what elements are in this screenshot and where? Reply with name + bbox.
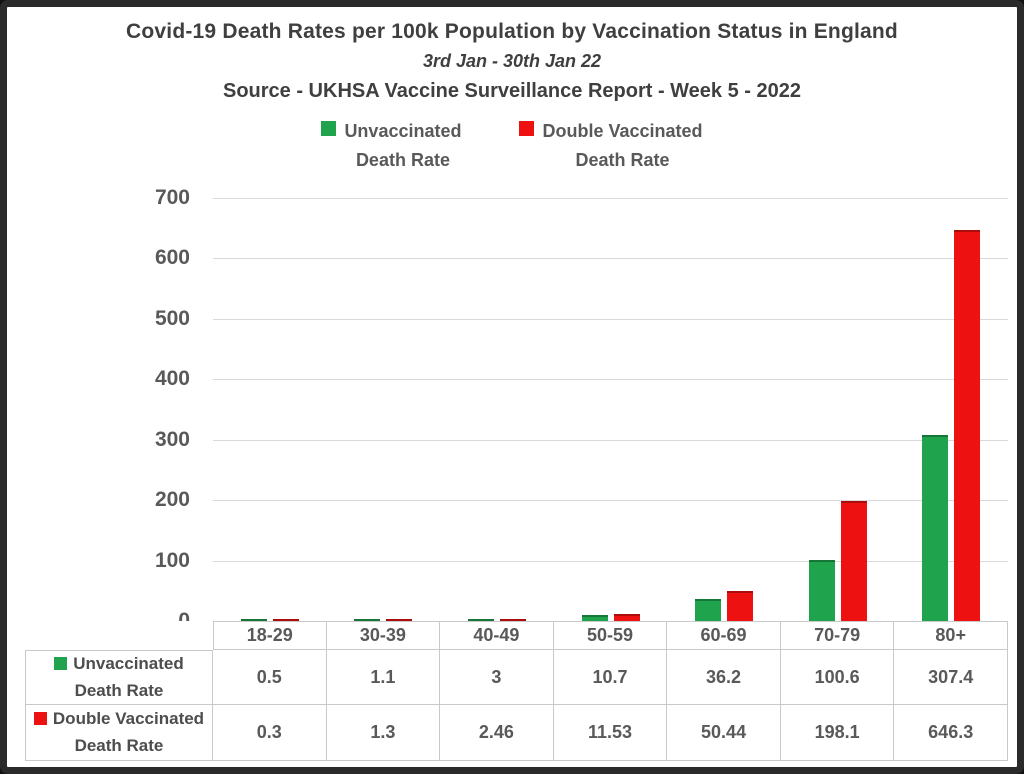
y-tick-label: 700 [154, 186, 190, 209]
legend-label-line: Double Vaccinated [542, 121, 703, 141]
bar-double-vaccinated-death-rate-18-29 [272, 618, 299, 621]
plot-area [213, 198, 1008, 621]
legend-label-line: Unvaccinated [344, 121, 462, 141]
table-value-double-vaccinated-death-rate-18-29: 0.3 [213, 705, 327, 761]
bar-unvaccinated-death-rate-50-59 [581, 614, 608, 621]
x-axis-label-30-39: 30-39 [326, 621, 441, 650]
table-row-label-line1: Unvaccinated [54, 651, 184, 677]
chart-subtitle-dates: 3rd Jan - 30th Jan 22 [422, 51, 602, 71]
x-axis-label-18-29: 18-29 [213, 621, 327, 650]
data-table: 18-29 30-39 40-49 50-59 60-69 70-79 80+ Unvacci… [25, 621, 1008, 761]
bar-unvaccinated-death-rate-60-69 [695, 599, 722, 621]
y-tick-label: 100 [154, 548, 190, 572]
table-corner-cell [25, 621, 213, 650]
x-axis-label-60-69: 60-69 [667, 621, 781, 650]
table-value-unvaccinated-death-rate-80: 307.4 [894, 650, 1008, 705]
table-value-unvaccinated-death-rate-70-79: 100.6 [780, 650, 895, 705]
table-row-label-line1: Double Vaccinated [33, 706, 204, 732]
gridline [213, 198, 1008, 199]
legend-label: Unvaccinated Death Rate [344, 117, 461, 175]
legend-item-double-vaccinated-death-rate: Double Vaccinated Death Rate [519, 117, 703, 175]
table-value-unvaccinated-death-rate-40-49: 3 [440, 650, 554, 705]
table-value-double-vaccinated-death-rate-60-69: 50.44 [667, 705, 781, 761]
y-tick-label: 600 [154, 246, 190, 270]
legend-swatch-icon [321, 121, 337, 136]
table-row-label-unvaccinated-death-rate: Unvaccinated Death Rate [25, 650, 213, 705]
bar-double-vaccinated-death-rate-50-59 [613, 614, 640, 621]
bar-unvaccinated-death-rate-70-79 [808, 560, 835, 621]
y-tick-label: 400 [154, 367, 190, 391]
bar-unvaccinated-death-rate-40-49 [467, 618, 494, 621]
gridline [213, 439, 1008, 441]
chart-legend: Unvaccinated Death Rate Double Vaccinated D… [7, 117, 1017, 175]
bar-double-vaccinated-death-rate-70-79 [840, 501, 867, 621]
legend-label: Double Vaccinated Death Rate [542, 117, 702, 175]
table-row-label-line2: Death Rate [74, 735, 164, 755]
x-axis-label-50-59: 50-59 [553, 621, 668, 650]
bar-double-vaccinated-death-rate-60-69 [727, 590, 754, 621]
table-value-unvaccinated-death-rate-50-59: 10.7 [553, 650, 668, 705]
x-axis-label-40-49: 40-49 [440, 621, 554, 650]
chart-title: Covid-19 Death Rates per 100k Population… [126, 20, 898, 43]
gridline [213, 258, 1008, 260]
table-row-label-text: Double Vaccinated Death Rate [33, 706, 204, 759]
bar-unvaccinated-death-rate-30-39 [354, 618, 381, 621]
table-row-label-text: Unvaccinated Death Rate [54, 651, 184, 704]
y-tick-label: 500 [154, 306, 190, 330]
series-key-icon [54, 657, 68, 671]
table-value-unvaccinated-death-rate-30-39: 1.1 [326, 650, 441, 705]
legend-label-line: Death Rate [575, 149, 670, 170]
table-row-label-line2: Death Rate [74, 680, 164, 700]
table-value-double-vaccinated-death-rate-40-49: 2.46 [440, 705, 554, 761]
gridline [213, 379, 1008, 381]
y-tick-label: 200 [154, 488, 190, 512]
y-tick-label: 0 [128, 608, 190, 634]
x-axis-label-80: 80+ [894, 621, 1008, 650]
table-value-double-vaccinated-death-rate-80: 646.3 [894, 705, 1008, 761]
bar-double-vaccinated-death-rate-80 [954, 230, 981, 621]
bar-double-vaccinated-death-rate-30-39 [386, 618, 413, 621]
series-key-icon [33, 712, 47, 726]
x-axis-label-70-79: 70-79 [780, 621, 895, 650]
gridline [213, 500, 1008, 502]
table-value-double-vaccinated-death-rate-50-59: 11.53 [553, 705, 668, 761]
legend-swatch-icon [519, 121, 535, 136]
gridline [213, 560, 1008, 562]
table-value-double-vaccinated-death-rate-30-39: 1.3 [326, 705, 441, 761]
legend-label-line: Death Rate [355, 149, 450, 170]
bar-unvaccinated-death-rate-80 [922, 435, 949, 621]
table-row-label-double-vaccinated-death-rate: Double Vaccinated Death Rate [25, 705, 213, 761]
legend-item-unvaccinated-death-rate: Unvaccinated Death Rate [321, 117, 461, 175]
title-block: Covid-19 Death Rates per 100k Population… [7, 20, 1017, 103]
table-value-unvaccinated-death-rate-18-29: 0.5 [213, 650, 327, 705]
bar-unvaccinated-death-rate-18-29 [240, 618, 267, 621]
bar-double-vaccinated-death-rate-40-49 [499, 618, 526, 621]
chart-source: Source - UKHSA Vaccine Surveillance Repo… [222, 80, 801, 102]
table-value-double-vaccinated-death-rate-70-79: 198.1 [780, 705, 895, 761]
gridline [213, 318, 1008, 320]
table-value-unvaccinated-death-rate-60-69: 36.2 [667, 650, 781, 705]
y-tick-label: 300 [154, 427, 190, 451]
